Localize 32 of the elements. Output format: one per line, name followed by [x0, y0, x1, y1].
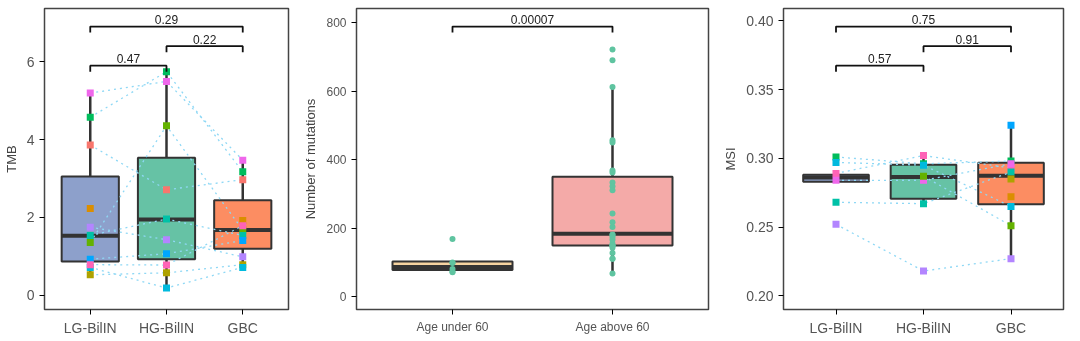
- x-tick-label: HG-BilIN: [138, 319, 195, 336]
- y-tick-label: 0.30: [746, 150, 774, 167]
- x-tick-label: HG-BilIN: [895, 319, 952, 336]
- x-tick-label: GBC: [995, 319, 1027, 336]
- annotation: 0.29: [154, 13, 179, 28]
- y-tick-label: 600: [326, 84, 347, 99]
- y-tick-label: 800: [326, 16, 347, 31]
- y-tick-label: 0.40: [746, 12, 774, 29]
- annotation: 0.91: [955, 32, 980, 47]
- annotation: 0.75: [911, 13, 936, 28]
- y-tick-label: 0.20: [746, 287, 774, 304]
- y-tick-label: 0.25: [746, 219, 774, 236]
- y-tick-label: 0.35: [746, 81, 774, 98]
- x-tick-label: LG-BilIN: [809, 319, 863, 336]
- y-axis-title: TMB: [3, 145, 19, 173]
- y-axis-title: MSI: [723, 147, 739, 171]
- y-tick-label: 400: [326, 153, 347, 168]
- y-tick-label: 0: [339, 289, 347, 304]
- y-tick-label: 200: [326, 221, 347, 236]
- y-tick-label: 0: [26, 287, 35, 304]
- annotation: 0.57: [868, 52, 892, 67]
- annotation: 0.22: [192, 32, 217, 47]
- x-tick-label: GBC: [227, 319, 258, 336]
- x-tick-label: Age above 60: [575, 319, 650, 334]
- annotation: 0.47: [116, 52, 141, 67]
- y-tick-label: 2: [26, 209, 35, 226]
- x-tick-label: Age under 60: [416, 319, 489, 334]
- y-tick-label: 4: [26, 131, 35, 148]
- y-tick-label: 6: [26, 53, 35, 70]
- x-tick-label: LG-BilIN: [63, 319, 117, 336]
- y-axis-title: Number of mutations: [303, 98, 319, 220]
- annotation: 0.00007: [510, 13, 555, 28]
